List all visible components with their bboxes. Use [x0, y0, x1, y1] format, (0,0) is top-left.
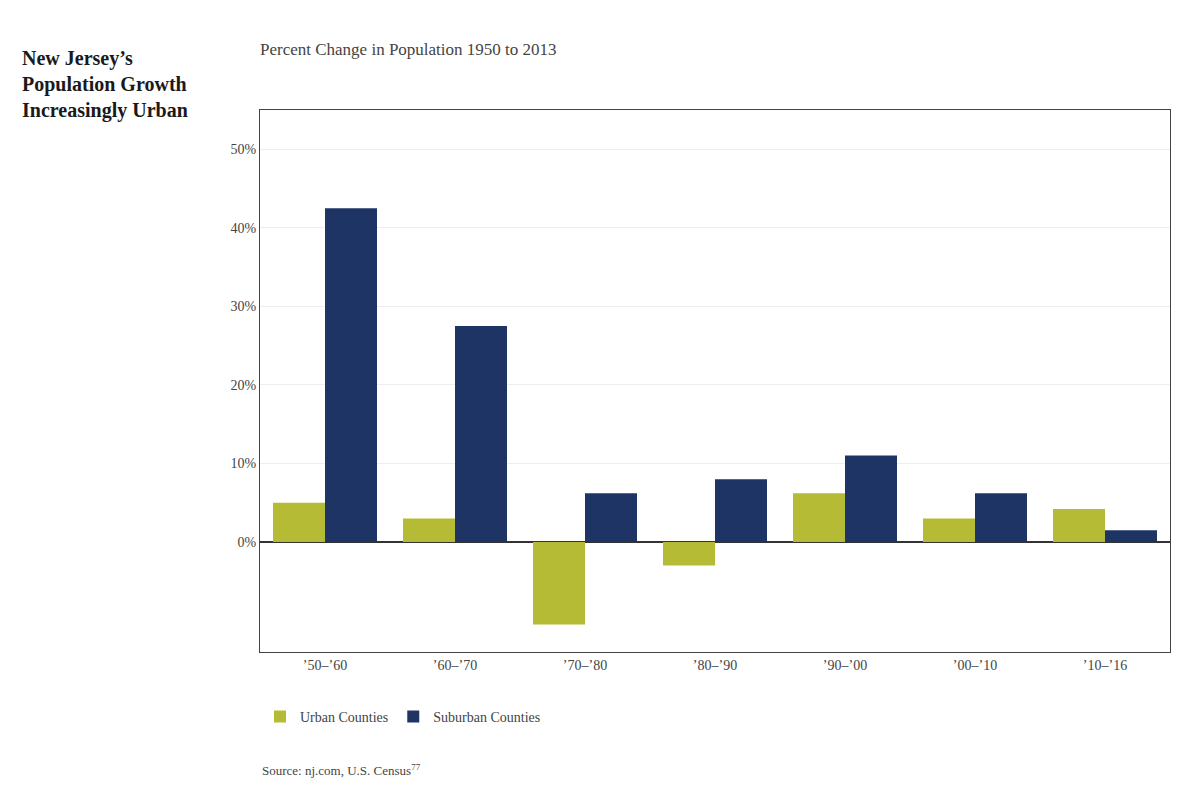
svg-text:10%: 10% — [231, 456, 257, 471]
svg-text:0%: 0% — [238, 535, 257, 550]
svg-text:’70–’80: ’70–’80 — [563, 658, 607, 673]
svg-text:40%: 40% — [231, 221, 257, 236]
svg-text:’00–’10: ’00–’10 — [953, 658, 997, 673]
svg-text:20%: 20% — [231, 378, 257, 393]
svg-text:Suburban Counties: Suburban Counties — [433, 710, 540, 725]
svg-text:30%: 30% — [231, 299, 257, 314]
svg-text:Source: nj.com, U.S. Census​77: Source: nj.com, U.S. Census​77​ — [262, 762, 421, 778]
svg-text:New Jersey’sPopulation GrowthI: New Jersey’sPopulation GrowthIncreasingl… — [22, 47, 188, 122]
svg-text:’10–’16: ’10–’16 — [1083, 658, 1127, 673]
svg-text:’90–’00: ’90–’00 — [823, 658, 867, 673]
svg-text:Percent Change in Population 1: Percent Change in Population 1950 to 201… — [260, 40, 557, 59]
svg-text:’60–’70: ’60–’70 — [433, 658, 477, 673]
svg-text:50%: 50% — [231, 142, 257, 157]
svg-text:Urban Counties: Urban Counties — [300, 710, 388, 725]
svg-text:’50–’60: ’50–’60 — [303, 658, 347, 673]
svg-text:’80–’90: ’80–’90 — [693, 658, 737, 673]
